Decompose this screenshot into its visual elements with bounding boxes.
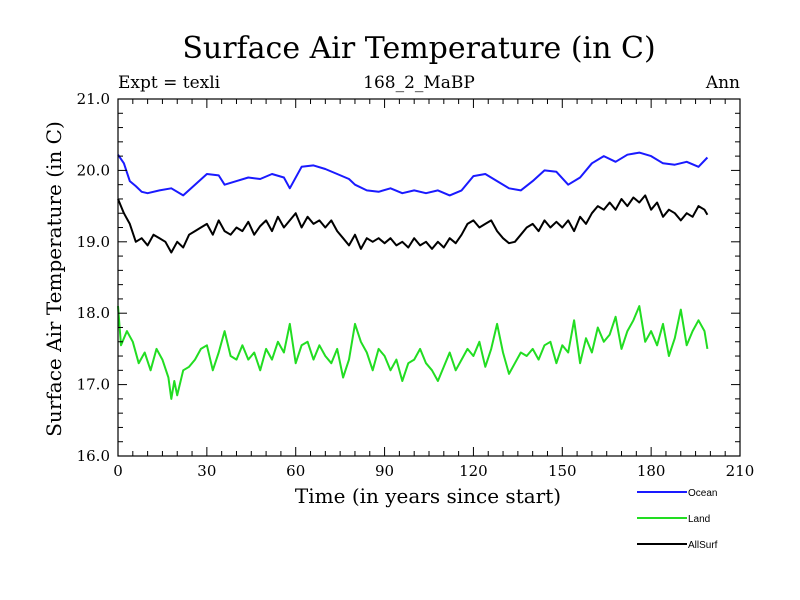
x-tick-label: 180 xyxy=(637,462,666,480)
legend-label-ocean: Ocean xyxy=(688,488,717,499)
series-layer xyxy=(117,151,709,400)
chart-subtitle: 168_2_MaBP xyxy=(363,73,475,93)
x-tick-label: 60 xyxy=(286,462,305,480)
x-tick-label: 0 xyxy=(113,462,123,480)
chart-title: Surface Air Temperature (in C) xyxy=(182,31,655,66)
series-line-ocean xyxy=(117,151,709,197)
y-axis-label: Surface Air Temperature (in C) xyxy=(42,121,66,437)
y-tick-label: 20.0 xyxy=(77,161,110,179)
x-axis-label: Time (in years since start) xyxy=(295,484,561,508)
y-tick-label: 21.0 xyxy=(77,90,110,108)
experiment-label: Expt = texli xyxy=(118,73,221,93)
y-tick-label: 19.0 xyxy=(77,233,110,251)
period-label: Ann xyxy=(705,73,740,93)
x-tick-label: 150 xyxy=(548,462,577,480)
axes: 0 30 60 90 120 150 180 210 16.0 17.0 18.0 19.0 20.0 2… xyxy=(77,90,755,480)
y-tick-label: 16.0 xyxy=(77,447,110,465)
legend-label-allsurf: AllSurf xyxy=(688,540,718,551)
x-tick-label: 30 xyxy=(197,462,216,480)
series-line-allsurf xyxy=(117,194,709,254)
x-tick-label: 120 xyxy=(459,462,488,480)
legend-label-land: Land xyxy=(688,514,710,525)
x-tick-label: 210 xyxy=(726,462,755,480)
y-tick-label: 17.0 xyxy=(77,376,110,394)
legend: Ocean Land AllSurf xyxy=(637,488,718,551)
series-line-land xyxy=(117,305,709,400)
x-tick-label: 90 xyxy=(375,462,394,480)
y-tick-label: 18.0 xyxy=(77,304,110,322)
